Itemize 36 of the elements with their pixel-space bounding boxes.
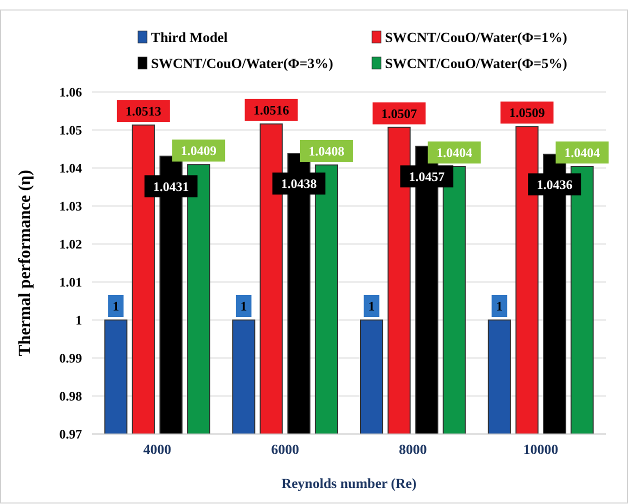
data-label: 1.0513 [126,104,162,119]
y-tick-label: 1.06 [59,84,82,100]
x-tick-label: 6000 [271,443,300,458]
y-tick-label: 0.99 [59,350,82,366]
legend-label: SWCNT/CouO/Water(Φ=3%) [151,56,334,72]
data-label: 1 [112,298,120,314]
y-tick-label: 1.01 [59,274,82,290]
data-label: 1 [240,298,247,314]
y-tick-label: 1.03 [59,198,82,214]
y-tick-label: 1.02 [59,236,82,252]
y-tick-label: 1 [76,312,82,328]
data-label: 1.0516 [253,102,290,118]
data-label: 1.0457 [408,168,446,184]
data-label: 1.0507 [381,106,418,121]
y-tick-label: 1.04 [59,160,82,176]
data-label: 1.0404 [564,145,601,160]
x-tick-label: 10000 [523,443,558,458]
x-tick-label: 4000 [143,443,172,458]
data-label: 1 [496,298,503,314]
data-label: 1.0438 [280,176,318,192]
data-label: 1 [368,298,375,314]
data-label: 1.0436 [536,176,573,192]
data-label: 1.0431 [153,178,189,194]
legend-label: SWCNT/CouO/Water(Φ=5%) [385,56,568,72]
x-axis-title: Reynolds number (Re) [281,477,417,492]
data-label: 1.0409 [180,143,217,158]
data-label: 1.0509 [509,105,546,120]
y-axis-title: Thermal performance (η) [15,170,34,356]
data-label: 1.0408 [308,144,345,159]
data-label: 1.0404 [436,145,473,160]
legend-label: Third Model [151,30,228,46]
x-tick-label: 8000 [398,443,427,458]
y-tick-label: 1.05 [59,122,82,138]
legend-label: SWCNT/CouO/Water(Φ=1%) [385,30,568,46]
y-tick-label: 0.97 [59,426,82,442]
y-tick-label: 0.98 [59,388,82,404]
